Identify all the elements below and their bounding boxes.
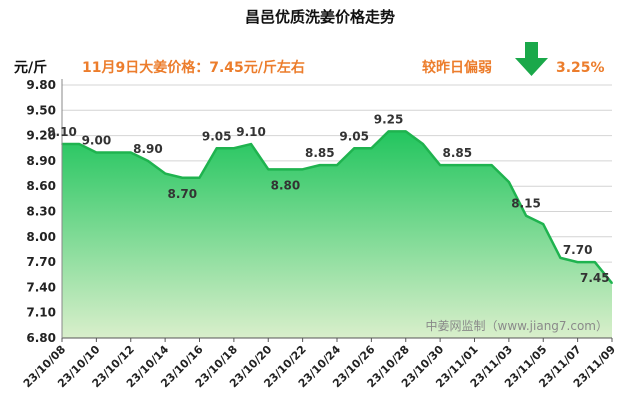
data-point [576,261,579,263]
chart-title: 昌邑优质洗姜价格走势 [245,8,395,26]
x-axis-ticks: 23/10/0823/10/1023/10/1223/10/1423/10/16… [21,338,618,390]
change-label: 较昨日偏弱 [422,59,492,76]
data-point [78,143,80,145]
area-fill [62,131,612,338]
data-point [611,282,613,284]
y-tick-label: 8.60 [26,179,56,193]
y-tick-label: 7.70 [26,255,56,269]
change-value: 3.25% [556,60,605,76]
data-label: 9.10 [236,125,266,139]
data-point [473,164,476,166]
y-axis-unit: 元/斤 [14,59,47,76]
data-point [387,130,390,133]
data-point [215,147,218,150]
data-label: 7.70 [563,243,593,257]
data-label: 9.25 [374,112,404,126]
data-point [233,147,235,150]
data-point [267,168,270,171]
data-point [319,164,321,166]
y-tick-label: 8.90 [26,154,56,168]
y-tick-label: 7.10 [26,306,56,320]
y-tick-label: 9.20 [26,129,56,143]
data-point [95,151,98,154]
data-label: 7.45 [580,271,610,285]
data-label: 9.10 [47,125,77,139]
y-tick-label: 7.40 [26,280,56,294]
data-label: 8.70 [168,187,198,201]
y-tick-label: 6.80 [26,331,56,345]
down-arrow-icon [515,42,548,76]
y-tick-label: 8.00 [26,230,56,244]
data-point [559,257,562,259]
data-point [353,147,355,150]
data-point [404,130,407,133]
data-point [164,172,166,175]
price-note: 11月9日大姜价格：7.45元/斤左右 [82,59,305,76]
data-point [147,160,149,162]
data-label: 8.85 [305,146,335,160]
price-area [61,130,613,338]
data-label: 8.80 [271,178,301,192]
data-point [336,164,338,166]
data-point [129,151,132,154]
data-label: 8.85 [443,146,473,160]
data-point [422,143,424,145]
data-point [301,168,304,171]
data-label: 8.15 [511,197,541,211]
data-label: 9.05 [202,129,232,143]
data-point [490,164,493,166]
data-point [284,168,287,171]
y-tick-label: 9.50 [26,103,56,117]
data-point [542,223,545,225]
data-point [456,164,459,166]
y-tick-label: 8.30 [26,205,56,219]
data-label: 9.05 [339,129,369,143]
data-point [508,181,510,183]
data-point [439,164,441,166]
data-point [594,261,596,263]
data-point [181,176,184,179]
data-point [112,151,115,154]
y-tick-label: 9.80 [26,78,56,92]
data-point [250,143,252,145]
watermark: 中姜网监制（www.jiang7.com） [426,318,608,333]
data-point [525,214,527,217]
data-label: 8.90 [133,142,163,156]
data-point [370,147,373,150]
data-label: 9.00 [82,133,112,147]
data-labels: 9.10 9.00 8.90 8.70 9.05 9.10 8.80 8.85 9.05 9.25… [47,112,609,285]
y-axis-ticks: 6.80 7.10 7.40 7.70 8.00 8.30 8.60 8.90 9.20 9.50… [26,78,56,345]
data-point [198,176,201,179]
